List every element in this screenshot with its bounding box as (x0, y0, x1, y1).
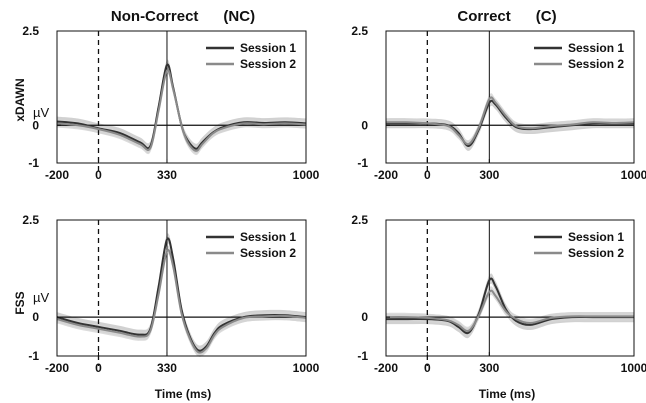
series-line-2 (56, 249, 307, 354)
column-title-non-correct: Non-Correct (NC) (111, 8, 255, 25)
legend-label-2: Session 2 (240, 246, 296, 260)
column-title-correct: Correct (C) (457, 8, 556, 25)
legend-label-2: Session 2 (568, 57, 624, 71)
confidence-band (57, 245, 306, 357)
x-tick-label: 0 (424, 361, 431, 375)
series-line-2 (385, 289, 634, 332)
legend-label-1: Session 1 (240, 41, 296, 55)
axes-frame (385, 30, 635, 164)
y-tick-label: -1 (28, 156, 39, 170)
series-line-2 (385, 96, 635, 146)
y-tick-label: 2.5 (22, 24, 39, 38)
confidence-band (57, 59, 306, 154)
x-tick-label: 330 (157, 361, 177, 375)
x-tick-label: -200 (374, 168, 398, 182)
x-tick-label: 330 (157, 168, 177, 182)
y-tick-label: -1 (357, 349, 368, 363)
confidence-band (386, 286, 634, 336)
x-axis-label-left: Time (ms) (155, 387, 211, 401)
series-line-2 (56, 69, 307, 152)
axes-frame (56, 30, 307, 164)
legend-label-1: Session 1 (568, 41, 624, 55)
x-tick-label: -200 (374, 361, 398, 375)
x-tick-label: 1000 (293, 168, 320, 182)
y-tick-label: 0 (361, 310, 368, 324)
x-tick-label: 1000 (293, 361, 320, 375)
legend-label-1: Session 1 (240, 230, 296, 244)
y-tick-label: 2.5 (351, 213, 368, 227)
x-tick-label: -200 (45, 361, 69, 375)
row-label-xdawn: xDAWN (13, 78, 27, 121)
axes-frame (56, 219, 307, 357)
x-axis-label-right: Time (ms) (479, 387, 535, 401)
x-tick-label: -200 (45, 168, 69, 182)
panel-0: 2.5 0 -1 -200 0 330 1000 Session 1 Session 2 (22, 24, 319, 182)
y-tick-label: -1 (28, 349, 39, 363)
x-tick-label: 1000 (621, 168, 646, 182)
y-tick-label: 2.5 (22, 213, 39, 227)
row-label-fss: FSS (13, 291, 27, 314)
series-line-1 (386, 277, 634, 335)
confidence-band (57, 65, 306, 156)
legend-label-2: Session 2 (240, 57, 296, 71)
panel-3: 2.5 0 -1 -200 0 300 1000 Session 1 Session 2 (351, 213, 646, 375)
y-tick-label: 2.5 (351, 24, 368, 38)
x-tick-label: 0 (95, 168, 102, 182)
panel-1: 2.5 0 -1 -200 0 300 1000 Session 1 Session 2 (351, 24, 646, 182)
y-tick-label: 0 (32, 310, 39, 324)
x-tick-label: 0 (95, 361, 102, 375)
legend-label-1: Session 1 (568, 230, 624, 244)
x-tick-label: 300 (479, 168, 499, 182)
legend-label-2: Session 2 (568, 246, 624, 260)
x-tick-label: 1000 (621, 361, 646, 375)
unit-label-bottom: µV (33, 290, 49, 305)
y-tick-label: 0 (32, 118, 39, 132)
unit-label-top: µV (33, 105, 49, 120)
confidence-band (386, 273, 634, 339)
panel-2: 2.5 0 -1 -200 0 330 1000 Session 1 Session 2 (22, 213, 319, 375)
series-line-1 (56, 63, 307, 150)
x-tick-label: 0 (424, 168, 431, 182)
x-tick-label: 300 (479, 361, 499, 375)
y-tick-label: -1 (357, 156, 368, 170)
axes-frame (385, 219, 635, 357)
y-tick-label: 0 (361, 118, 368, 132)
